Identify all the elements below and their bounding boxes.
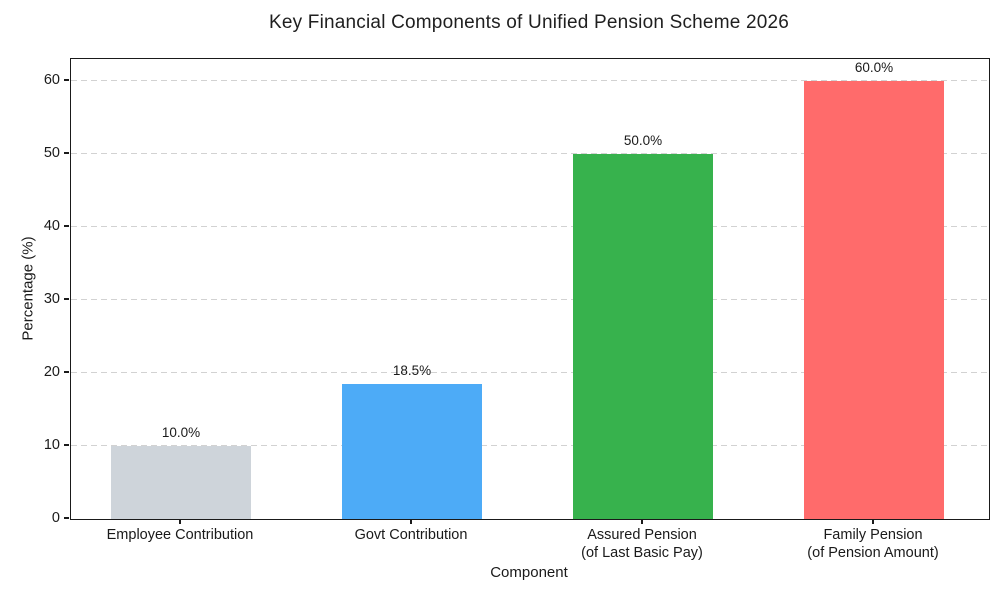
x-tick-mark bbox=[179, 519, 181, 525]
x-axis-label: Component bbox=[490, 564, 568, 581]
y-gridline bbox=[71, 444, 989, 446]
y-tick-label: 40 bbox=[43, 217, 60, 234]
y-gridline bbox=[71, 79, 989, 81]
x-tick-label-2: Assured Pension (of Last Basic Pay) bbox=[581, 527, 703, 561]
y-gridline bbox=[71, 225, 989, 227]
bar-0 bbox=[111, 445, 251, 519]
y-tick-mark bbox=[64, 371, 69, 373]
bar-value-label-3: 60.0% bbox=[854, 59, 894, 75]
x-tick-label-1: Govt Contribution bbox=[354, 527, 468, 543]
y-tick-mark bbox=[64, 298, 69, 300]
y-tick-label: 60 bbox=[43, 71, 60, 88]
bar-3 bbox=[804, 80, 944, 519]
x-tick-label-0: Employee Contribution bbox=[106, 527, 254, 543]
y-tick-mark bbox=[64, 152, 69, 154]
y-tick-mark bbox=[64, 79, 69, 81]
x-tick-label-3: Family Pension (of Pension Amount) bbox=[807, 527, 939, 561]
x-tick-mark bbox=[641, 519, 643, 525]
plot-area: 10.0% 18.5% 50.0% 60.0% bbox=[70, 58, 990, 520]
chart-title: Key Financial Components of Unified Pens… bbox=[268, 12, 790, 33]
y-gridline bbox=[71, 298, 989, 300]
bar-value-label-2: 50.0% bbox=[623, 132, 663, 148]
y-tick-label: 30 bbox=[43, 290, 60, 307]
y-tick-mark bbox=[64, 225, 69, 227]
y-tick-label: 0 bbox=[51, 510, 60, 526]
bar-value-label-1: 18.5% bbox=[392, 362, 432, 378]
y-tick-mark bbox=[64, 444, 69, 446]
x-tick-mark bbox=[872, 519, 874, 525]
x-tick-mark bbox=[410, 519, 412, 525]
bar-1 bbox=[342, 383, 482, 519]
bar-2 bbox=[573, 153, 713, 519]
y-gridline bbox=[71, 152, 989, 154]
bar-value-label-0: 10.0% bbox=[161, 424, 201, 440]
y-gridline bbox=[71, 371, 989, 373]
y-tick-label: 50 bbox=[43, 144, 60, 161]
y-tick-label: 10 bbox=[43, 436, 60, 453]
y-tick-label: 20 bbox=[43, 363, 60, 380]
y-tick-mark bbox=[64, 517, 69, 519]
